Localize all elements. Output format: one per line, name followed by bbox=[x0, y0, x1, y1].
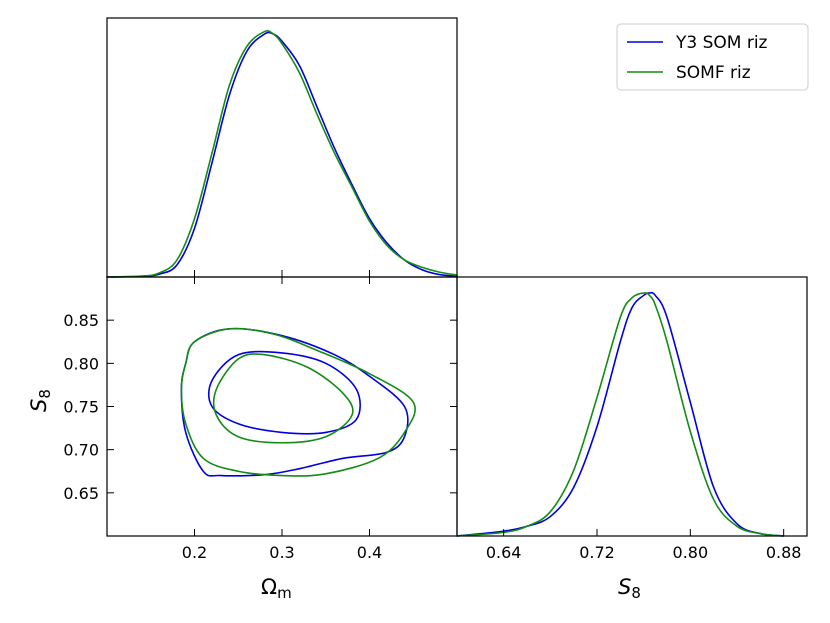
contour-outer-somf-riz bbox=[180, 327, 416, 477]
x-axis-label-omega-m: Ωm bbox=[261, 575, 292, 602]
s8-x-tick-label: 0.88 bbox=[766, 543, 802, 562]
s8-curve-somf-riz bbox=[456, 292, 785, 537]
s8-marginal-curves bbox=[456, 291, 785, 537]
legend-box bbox=[616, 23, 809, 91]
joint-contour-curves bbox=[180, 327, 416, 477]
omega-m-marginal-frame bbox=[106, 17, 458, 278]
contour-inner-y3-som-riz bbox=[207, 350, 362, 435]
y-tick-label: 0.70 bbox=[63, 441, 99, 460]
joint-x-ticks: 0.2 0.3 0.4 bbox=[182, 270, 382, 562]
y-tick-label: 0.75 bbox=[63, 398, 99, 417]
contour-outer-y3-som-riz bbox=[180, 327, 409, 477]
s8-marginal-panel: 0.64 0.72 0.80 0.88 bbox=[456, 276, 808, 562]
y-tick-label: 0.80 bbox=[63, 354, 99, 373]
x-axis-label-s8: S8 bbox=[618, 575, 641, 602]
joint-y-ticks: 0.65 0.70 0.75 0.80 0.85 bbox=[63, 311, 457, 503]
x-tick-label: 0.3 bbox=[269, 543, 294, 562]
omega-m-marginal-panel bbox=[106, 17, 458, 278]
s8-x-tick-label: 0.80 bbox=[673, 543, 709, 562]
s8-x-tick-label: 0.64 bbox=[486, 543, 522, 562]
x-tick-label: 0.2 bbox=[182, 543, 207, 562]
legend-label-y3-som-riz: Y3 SOM riz bbox=[675, 33, 768, 53]
omega-m-marginal-curves bbox=[106, 30, 458, 278]
s8-x-tick-label: 0.72 bbox=[579, 543, 615, 562]
contour-inner-somf-riz bbox=[212, 353, 354, 444]
y-tick-label: 0.65 bbox=[63, 484, 99, 503]
s8-marginal-frame bbox=[456, 276, 808, 537]
s8-x-ticks: 0.64 0.72 0.80 0.88 bbox=[486, 529, 802, 562]
legend: Y3 SOM riz SOMF riz bbox=[616, 23, 809, 91]
s8-curve-y3-som-riz bbox=[456, 291, 785, 537]
x-tick-label: 0.4 bbox=[357, 543, 382, 562]
omega-m-curve-somf-riz bbox=[106, 30, 458, 278]
legend-label-somf-riz: SOMF riz bbox=[676, 63, 751, 83]
joint-contour-panel: 0.2 0.3 0.4 0.65 0.70 0.75 0.80 0.85 bbox=[63, 270, 458, 562]
omega-m-curve-y3-som-riz bbox=[106, 31, 458, 278]
y-tick-label: 0.85 bbox=[63, 311, 99, 330]
y-axis-label-s8: S8 bbox=[27, 389, 54, 412]
